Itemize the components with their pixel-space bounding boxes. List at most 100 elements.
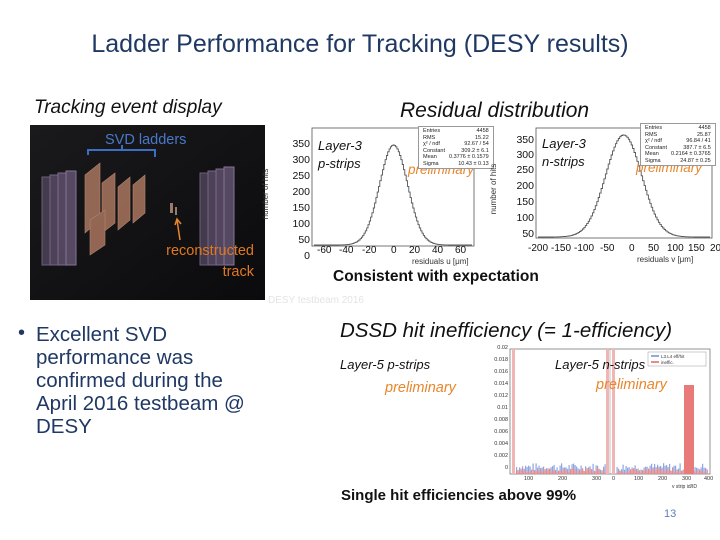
noise-bar <box>625 466 627 474</box>
noise-bar <box>651 463 653 474</box>
noise-bar <box>555 471 557 474</box>
noise-bar <box>618 470 620 474</box>
event-display-heading: Tracking event display <box>34 97 222 118</box>
ineff-p-preliminary: preliminary <box>385 380 456 396</box>
noise-bar <box>654 463 656 474</box>
ytick: 350 <box>516 134 534 146</box>
ytick: 300 <box>516 149 534 161</box>
noise-bar <box>657 468 659 474</box>
ytick: 0 <box>304 250 310 262</box>
ytick: 100 <box>516 212 534 224</box>
noise-bar <box>628 467 630 474</box>
noise-bar <box>705 467 707 474</box>
track-label-line1: reconstructed <box>166 243 254 259</box>
bullet-text: Excellent SVD performance was confirmed … <box>36 323 245 438</box>
noise-bar <box>619 471 621 474</box>
xtick: 60 <box>455 245 467 256</box>
xtick: 0 <box>391 245 397 256</box>
noise-bar <box>697 468 699 474</box>
noise-bar <box>556 472 558 474</box>
event-display-graphic <box>30 125 265 300</box>
noise-bar <box>627 472 629 474</box>
noise-bar <box>694 471 696 474</box>
page-number: 13 <box>664 508 677 520</box>
xtick: -40 <box>339 245 354 256</box>
noise-bar <box>703 471 705 474</box>
noise-bar <box>576 466 578 474</box>
noise-bar <box>579 471 581 474</box>
noise-bar <box>655 469 657 474</box>
xtick: -60 <box>317 245 332 256</box>
inefficiency-svg: L3.L4 eff/hit ineffic. <box>509 348 711 475</box>
noise-bar <box>550 467 552 474</box>
xtick: -200 <box>528 243 549 254</box>
residual-v-histogram <box>538 134 710 238</box>
track-label-line2: track <box>222 264 254 280</box>
noise-bar <box>567 468 569 474</box>
noise-bar <box>589 470 591 474</box>
noise-bar <box>562 470 564 474</box>
ytick: 300 <box>292 154 310 166</box>
noise-bar <box>568 465 570 474</box>
noise-bar <box>669 469 671 474</box>
residual-v-xlabel: residuals v [μm] <box>637 255 694 264</box>
noise-bar <box>528 465 530 474</box>
noise-bar <box>676 470 678 474</box>
ytick: 250 <box>292 170 310 182</box>
noise-bar <box>531 469 533 474</box>
noise-bar <box>703 467 705 474</box>
noise-bar <box>663 470 665 474</box>
residual-u-layer: Layer-3 <box>318 138 362 153</box>
noise-bar <box>603 468 605 474</box>
noise-bar <box>552 470 554 474</box>
noise-bar <box>633 468 635 474</box>
noise-bar <box>564 468 566 474</box>
noise-bar <box>630 469 632 474</box>
noise-bar <box>702 463 704 474</box>
noise-bar <box>673 472 675 474</box>
faint-caption: DESY testbeam 2016 <box>268 295 364 306</box>
ytick: 200 <box>292 186 310 198</box>
ytick: 50 <box>298 234 310 246</box>
noise-bar <box>580 469 582 474</box>
noise-bar <box>628 470 630 474</box>
noise-bar <box>649 470 651 474</box>
noise-bar <box>706 469 708 474</box>
slide-title: Ladder Performance for Tracking (DESY re… <box>91 30 629 58</box>
noise-bar <box>585 466 587 474</box>
ineff-n-preliminary: preliminary <box>596 377 667 393</box>
ytick: 250 <box>516 164 534 176</box>
ytick: 150 <box>292 202 310 214</box>
edge-spike <box>512 349 515 474</box>
ineff-n-label: Layer-5 n-strips <box>555 357 646 372</box>
xtick: 100 <box>667 243 684 254</box>
noise-bar <box>682 469 684 474</box>
noise-bar <box>522 466 524 474</box>
noise-bar <box>547 468 549 474</box>
residual-u-statsbox: Entries 4458 RMS 15.22 χ² / ndf 92.67 / 54 … <box>418 126 494 169</box>
noise-bar <box>583 471 585 474</box>
noise-bar <box>589 466 591 474</box>
noise-bar <box>577 471 579 474</box>
noise-bar <box>679 470 681 474</box>
noise-bar <box>540 468 542 474</box>
noise-bar <box>652 468 654 474</box>
residual-v-strips: n-strips <box>542 154 585 169</box>
noise-bar <box>699 469 701 474</box>
noise-bar <box>538 465 540 474</box>
noise-bar <box>573 468 575 474</box>
noise-bar <box>543 471 545 474</box>
noise-bar <box>696 470 698 474</box>
noise-bar <box>679 463 681 474</box>
noise-bar <box>522 470 524 474</box>
noise-bar <box>526 467 528 474</box>
noise-bar <box>663 463 665 474</box>
noise-bar <box>535 472 537 474</box>
noise-bar <box>616 472 618 474</box>
noise-bar <box>598 468 600 474</box>
edge-spike <box>684 385 694 474</box>
noise-bar <box>532 468 534 474</box>
noise-bar <box>601 472 603 474</box>
noise-bar <box>642 469 644 474</box>
noise-bar <box>627 467 629 474</box>
